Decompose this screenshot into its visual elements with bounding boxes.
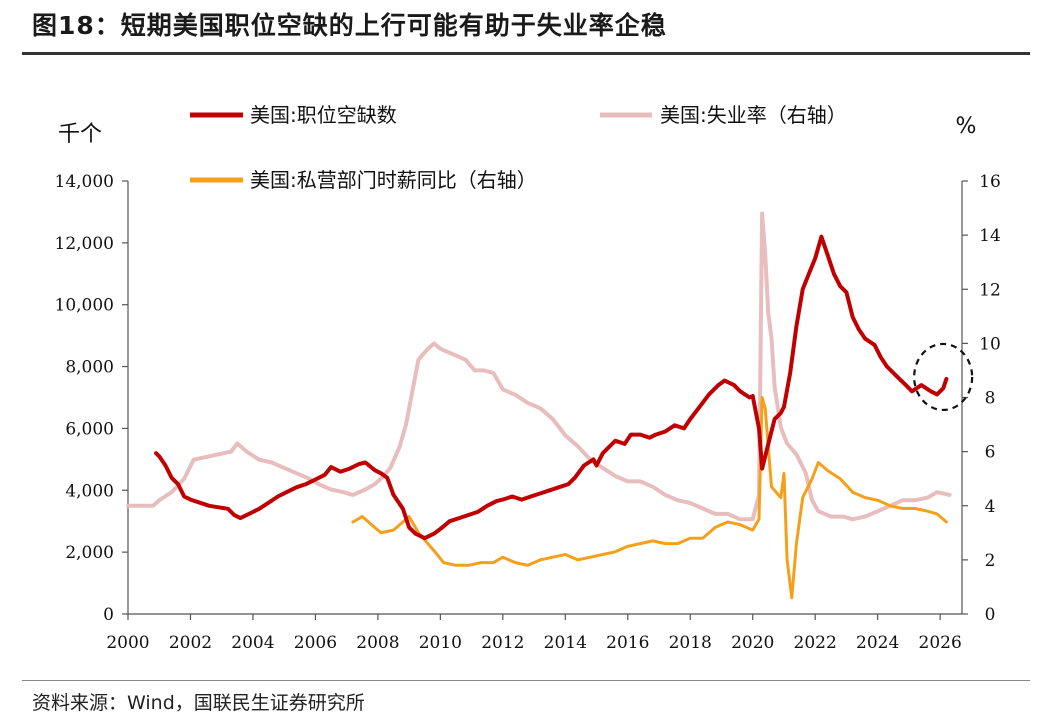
- right-tick-label: 8: [985, 389, 996, 409]
- chart-axes: 0 2,000 4,000 6,000 8,000 10,000 12,000 14,000 0…: [55, 114, 1001, 653]
- x-tick-label: 2012: [481, 633, 524, 653]
- left-tick-label: 14,000: [55, 172, 114, 192]
- series-layer: [126, 211, 952, 600]
- legend-label: 美国:私营部门时薪同比（右轴）: [250, 168, 537, 192]
- left-tick-label: 0: [103, 605, 114, 625]
- left-tick-label: 6,000: [65, 419, 114, 439]
- private-wage-growth-line: [351, 396, 948, 600]
- chart-title: 图18：短期美国职位空缺的上行可能有助于失业率企稳: [32, 11, 667, 40]
- x-tick-label: 2026: [919, 633, 962, 653]
- left-tick-label: 4,000: [65, 481, 114, 501]
- left-tick-label: 2,000: [65, 543, 114, 563]
- x-tick-label: 2020: [731, 633, 774, 653]
- chart-legend: 美国:职位空缺数 美国:失业率（右轴） 美国:私营部门时薪同比（右轴）: [190, 103, 847, 192]
- x-tick-label: 2000: [106, 633, 149, 653]
- unemployment-rate-line: [126, 211, 952, 522]
- right-axis-unit: %: [956, 114, 977, 139]
- x-tick-label: 2018: [669, 633, 712, 653]
- left-axis-unit: 千个: [58, 122, 102, 147]
- job-openings-line: [154, 234, 949, 541]
- left-tick-label: 8,000: [65, 358, 114, 378]
- footer-divider: [22, 680, 1030, 681]
- legend-label: 美国:职位空缺数: [250, 103, 397, 127]
- legend-job-openings: 美国:职位空缺数: [190, 103, 397, 127]
- x-tick-label: 2004: [231, 633, 274, 653]
- left-tick-label: 12,000: [55, 234, 114, 254]
- legend-unemployment-rate: 美国:失业率（右轴）: [600, 103, 847, 127]
- right-tick-label: 14: [979, 226, 1001, 246]
- right-tick-label: 16: [979, 172, 1001, 192]
- source-note: 资料来源：Wind，国联民生证券研究所: [32, 692, 365, 714]
- left-tick-label: 10,000: [55, 296, 114, 316]
- right-tick-label: 4: [985, 497, 996, 517]
- x-tick-label: 2024: [856, 633, 899, 653]
- x-tick-label: 2002: [169, 633, 212, 653]
- right-tick-label: 6: [985, 443, 996, 463]
- legend-private-wage-growth: 美国:私营部门时薪同比（右轴）: [190, 168, 537, 192]
- x-tick-label: 2008: [356, 633, 399, 653]
- x-tick-label: 2006: [294, 633, 337, 653]
- highlight-circle: [913, 342, 974, 412]
- annotation-layer: [913, 342, 974, 412]
- x-tick-label: 2016: [606, 633, 649, 653]
- x-tick-label: 2010: [419, 633, 462, 653]
- right-tick-label: 2: [985, 551, 996, 571]
- legend-label: 美国:失业率（右轴）: [660, 103, 847, 127]
- title-underline: [22, 52, 1030, 55]
- x-tick-label: 2022: [794, 633, 837, 653]
- right-tick-label: 0: [985, 605, 996, 625]
- right-tick-label: 12: [979, 280, 1001, 300]
- right-tick-label: 10: [979, 334, 1001, 354]
- x-tick-label: 2014: [544, 633, 587, 653]
